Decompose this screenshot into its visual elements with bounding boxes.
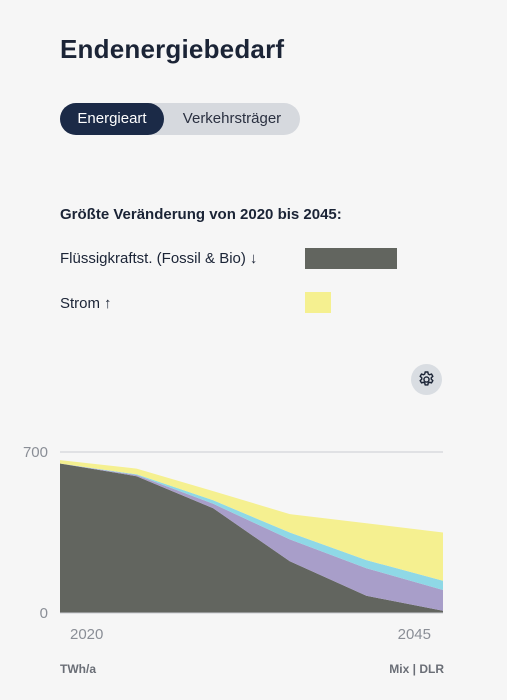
change-swatch-fossil bbox=[305, 248, 397, 269]
toggle-energieart[interactable]: Energieart bbox=[60, 103, 164, 135]
change-swatch-strom bbox=[305, 292, 331, 313]
change-item-label: Flüssigkraftst. (Fossil & Bio) bbox=[60, 250, 246, 267]
change-item-fossil: Flüssigkraftst. (Fossil & Bio) ↓ bbox=[60, 250, 257, 267]
stacked-area-chart: 0 700 2020 2045 bbox=[23, 444, 443, 643]
x-tick-label: 2045 bbox=[398, 626, 431, 643]
area-series-1 bbox=[60, 463, 443, 611]
y-tick-label: 700 bbox=[23, 444, 48, 461]
gear-icon bbox=[419, 371, 434, 386]
unit-label: TWh/a bbox=[60, 662, 96, 676]
area-series-3 bbox=[60, 460, 443, 581]
page-title: Endenergiebedarf bbox=[60, 34, 285, 64]
x-tick-label: 2020 bbox=[70, 626, 103, 643]
area-series-0 bbox=[60, 463, 443, 613]
toggle-verkehrstraeger[interactable]: Verkehrsträger bbox=[182, 110, 282, 127]
settings-button[interactable] bbox=[411, 364, 442, 395]
change-item-strom: Strom ↑ bbox=[60, 295, 112, 312]
change-item-label: Strom bbox=[60, 295, 101, 312]
arrow-down-icon: ↓ bbox=[249, 250, 258, 267]
arrow-up-icon: ↑ bbox=[104, 295, 112, 312]
change-heading: Größte Veränderung von 2020 bis 2045: bbox=[60, 206, 342, 223]
area-series-2 bbox=[60, 463, 443, 590]
y-tick-label: 0 bbox=[40, 605, 48, 622]
source-label: Mix | DLR bbox=[389, 662, 444, 676]
view-toggle[interactable]: Energieart Verkehrsträger bbox=[60, 103, 300, 135]
